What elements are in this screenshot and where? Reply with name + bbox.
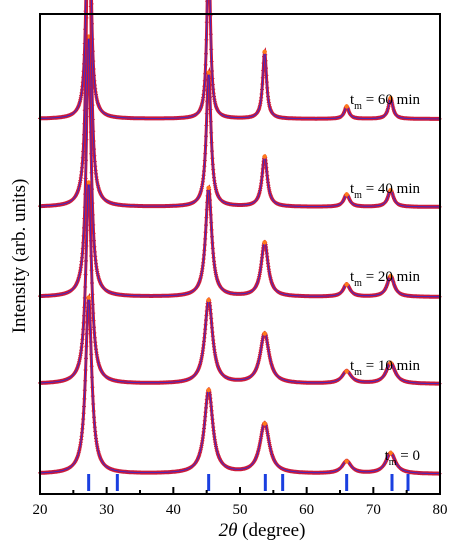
tick-label: 60 bbox=[299, 502, 314, 518]
series-label-main: t bbox=[350, 269, 355, 285]
series-label-sub: m bbox=[354, 101, 362, 112]
peak-marker bbox=[206, 297, 211, 303]
peak-marker bbox=[388, 188, 393, 193]
peak-marker bbox=[344, 104, 349, 109]
y-axis-label: Intensity (arb. units) bbox=[9, 179, 30, 334]
tick-label: 50 bbox=[233, 502, 248, 518]
peak-marker bbox=[262, 421, 267, 426]
peak-marker bbox=[388, 450, 393, 456]
series-label-main: t bbox=[385, 448, 390, 464]
tick-label: 20 bbox=[33, 502, 48, 518]
series-label-sub: m bbox=[354, 367, 362, 378]
peak-marker bbox=[262, 154, 267, 159]
calculated-curve bbox=[39, 182, 440, 385]
series-label: tm = 20 min bbox=[350, 269, 420, 289]
series-label-rest: = 0 bbox=[397, 448, 420, 464]
x-axis-label: 2θ (degree) bbox=[219, 520, 306, 541]
series-label-main: t bbox=[350, 181, 355, 197]
series-label: tm = 60 min bbox=[350, 92, 420, 112]
peak-marker bbox=[86, 180, 91, 185]
series-label-sub: m bbox=[389, 457, 397, 468]
series-label: tm = 10 min bbox=[350, 358, 420, 378]
peak-marker bbox=[344, 192, 349, 197]
peak-marker bbox=[344, 369, 349, 374]
diffraction-curves bbox=[38, 0, 442, 476]
series-label-rest: = 10 min bbox=[362, 358, 421, 374]
series-label-sub: m bbox=[354, 190, 362, 201]
series-label: tm = 40 min bbox=[350, 181, 420, 201]
calculated-curve bbox=[40, 0, 440, 208]
plot-frame bbox=[39, 13, 441, 495]
tick-label: 70 bbox=[366, 502, 381, 518]
x-axis-label-symbol: 2θ bbox=[219, 520, 238, 541]
peak-marker bbox=[86, 295, 91, 300]
series-label-main: t bbox=[350, 92, 355, 108]
series-label-rest: = 60 min bbox=[362, 92, 421, 108]
observed-markers bbox=[38, 35, 442, 299]
observed-curve bbox=[40, 292, 440, 476]
peak-marker bbox=[262, 331, 267, 336]
calculated-curve bbox=[40, 0, 440, 120]
calculated-curve bbox=[40, 296, 440, 475]
peak-marker bbox=[388, 360, 393, 366]
peak-marker bbox=[262, 240, 267, 245]
tick-label: 80 bbox=[433, 502, 448, 518]
series-label-rest: = 40 min bbox=[362, 181, 421, 197]
series-label-rest: = 20 min bbox=[362, 269, 421, 285]
peak-marker bbox=[344, 459, 349, 464]
tick-label: 30 bbox=[99, 502, 114, 518]
x-axis-label-unit: (degree) bbox=[237, 520, 305, 541]
series-label-sub: m bbox=[354, 278, 362, 289]
observed-markers bbox=[38, 295, 442, 476]
series-label: tm = 0 bbox=[385, 448, 420, 468]
peak-marker bbox=[262, 49, 267, 54]
peak-marker bbox=[206, 387, 211, 393]
calculated-curve bbox=[40, 36, 440, 298]
peak-marker bbox=[388, 273, 393, 279]
observed-curve bbox=[40, 36, 440, 299]
x-axis-ticks: 20 30 40 50 60 70 80 bbox=[33, 487, 448, 518]
tick-label: 40 bbox=[166, 502, 181, 518]
peak-marker bbox=[206, 185, 211, 190]
peak-marker bbox=[388, 95, 393, 101]
peak-marker bbox=[206, 70, 211, 75]
reference-sticks bbox=[87, 474, 410, 491]
series-label-main: t bbox=[350, 358, 355, 374]
peak-marker bbox=[344, 282, 349, 287]
